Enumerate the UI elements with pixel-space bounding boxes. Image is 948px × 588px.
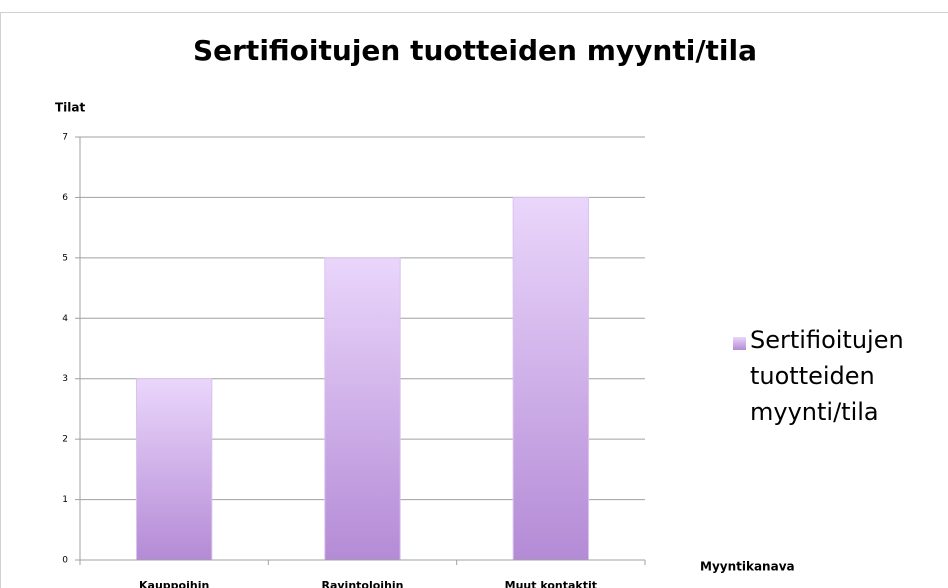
x-tick-label: Kauppoihin bbox=[139, 579, 209, 588]
x-tick-label: Muut kontaktit bbox=[505, 579, 597, 588]
x-axis-label: Myyntikanava bbox=[700, 560, 795, 574]
y-tick-label: 6 bbox=[62, 193, 68, 203]
legend-swatch bbox=[733, 337, 746, 350]
bar bbox=[136, 378, 213, 561]
legend-label: Sertifioitujen tuotteiden myynti/tila bbox=[750, 326, 904, 426]
frame bbox=[0, 12, 948, 588]
y-tick-label: 2 bbox=[62, 435, 68, 445]
bar bbox=[512, 196, 590, 561]
y-tick-label: 3 bbox=[62, 374, 68, 384]
x-tick-label: Ravintoloihin bbox=[321, 579, 403, 588]
bar bbox=[324, 257, 401, 561]
chart-title: Sertifioitujen tuotteiden myynti/tila bbox=[193, 34, 757, 67]
y-tick-label: 0 bbox=[62, 556, 68, 566]
y-tick-label: 1 bbox=[62, 495, 68, 505]
y-tick-label: 4 bbox=[62, 314, 68, 324]
y-tick-label: 5 bbox=[62, 253, 68, 263]
y-tick-label: 7 bbox=[62, 133, 68, 143]
y-axis-label: Tilat bbox=[55, 101, 86, 115]
